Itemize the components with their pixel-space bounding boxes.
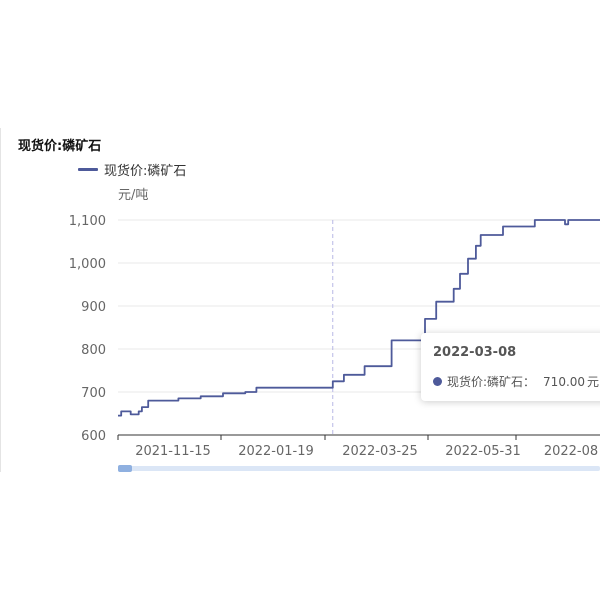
series-line [118, 219, 600, 417]
zoom-slider-handle[interactable] [118, 465, 132, 472]
chart-title: 现货价:磷矿石 [18, 139, 102, 154]
x-tick-label: 2022-08 [544, 444, 598, 459]
tooltip-row: 现货价:磷矿石： 710.00 元 [433, 373, 599, 390]
legend-swatch [78, 167, 98, 171]
tooltip-value: 710.00 [543, 374, 586, 389]
y-tick-label: 800 [81, 343, 106, 358]
y-tick-label: 900 [81, 300, 106, 315]
y-tick-label: 600 [81, 429, 106, 444]
y-tick-label: 1,000 [69, 257, 106, 272]
tooltip-unit: 元 [587, 375, 600, 389]
x-tick-label: 2022-05-31 [445, 444, 521, 459]
chart-panel [0, 128, 600, 472]
x-tick-label: 2022-03-25 [342, 444, 418, 459]
y-tick-label: 700 [81, 386, 106, 401]
tooltip-date: 2022-03-08 [433, 345, 517, 360]
tooltip-series-dot [433, 377, 442, 386]
y-tick-label: 1,100 [69, 214, 106, 229]
x-tick-label: 2021-11-15 [135, 444, 211, 459]
x-tick-label: 2022-01-19 [238, 444, 314, 459]
zoom-slider-track[interactable] [118, 466, 600, 471]
tooltip-series-label: 现货价:磷矿石： [447, 375, 536, 389]
legend-label: 现货价:磷矿石 [104, 163, 187, 179]
tooltip: 2022-03-08 现货价:磷矿石： 710.00 元 [421, 333, 600, 401]
legend[interactable]: 现货价:磷矿石 [78, 160, 187, 179]
y-axis-unit: 元/吨 [118, 188, 149, 203]
